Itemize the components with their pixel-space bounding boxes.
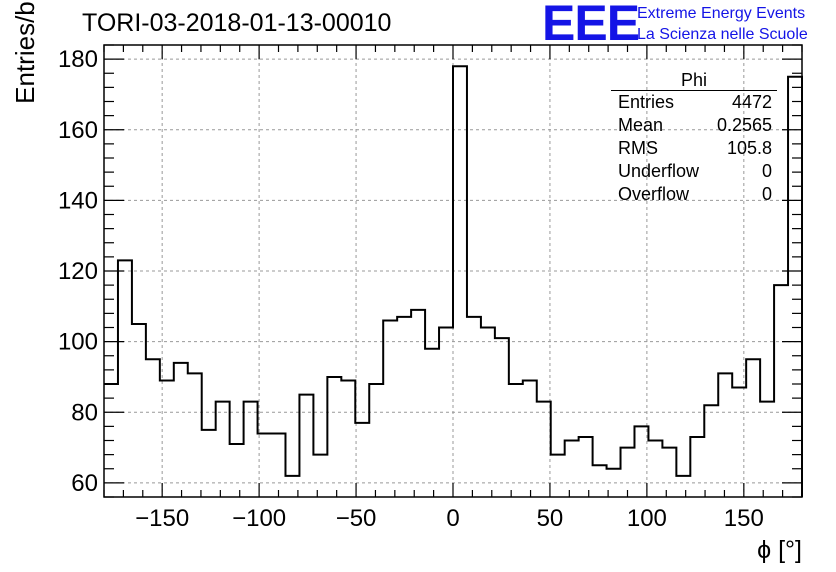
y-tick-label: 100 — [58, 329, 98, 356]
stats-value: 0 — [761, 184, 772, 204]
stats-value: 0.2565 — [716, 115, 772, 135]
y-tick-label: 80 — [71, 399, 98, 426]
stats-value: 105.8 — [726, 138, 772, 158]
axis-ticks — [103, 44, 803, 498]
x-tick-label: 100 — [627, 505, 667, 532]
stats-label: RMS — [618, 138, 658, 158]
stats-label: Overflow — [618, 184, 690, 204]
logo-line-1: Extreme Energy Events — [637, 5, 806, 22]
x-axis-label: ϕ [°] — [757, 536, 802, 564]
x-tick-label: 0 — [446, 505, 459, 532]
y-tick-label: 180 — [58, 46, 98, 73]
histogram-step-line — [104, 65, 803, 497]
eee-logo: EEE — [542, 0, 640, 51]
stats-row-mean: Mean 0.2565 — [611, 114, 777, 137]
stats-label: Mean — [618, 115, 664, 135]
y-tick-label: 140 — [58, 187, 98, 214]
stats-value: 0 — [761, 161, 772, 181]
y-tick-label: 60 — [71, 470, 98, 497]
stats-box: Phi Entries 4472 Mean 0.2565 RMS 105.8 U… — [611, 71, 777, 206]
x-tick-label: −100 — [232, 505, 286, 532]
chart-title: TORI-03-2018-01-13-00010 — [82, 9, 392, 37]
x-tick-label: −150 — [135, 505, 189, 532]
y-tick-label: 160 — [58, 117, 98, 144]
y-axis-label: Entries/bin — [10, 0, 40, 104]
x-tick-label: 150 — [724, 505, 764, 532]
stats-row-entries: Entries 4472 — [611, 91, 777, 114]
stats-value: 4472 — [731, 92, 772, 112]
stats-row-overflow: Overflow 0 — [611, 183, 777, 206]
stats-row-underflow: Underflow 0 — [611, 160, 777, 183]
tick-labels: −150 −100 −50 0 50 100 150 60 80 100 120 140 160 180 — [58, 46, 764, 532]
x-tick-label: −50 — [336, 505, 377, 532]
y-tick-label: 120 — [58, 258, 98, 285]
x-tick-label: 50 — [537, 505, 564, 532]
stats-title: Phi — [611, 71, 777, 91]
logo-line-2: La Scienza nelle Scuole — [637, 26, 808, 43]
stats-row-rms: RMS 105.8 — [611, 137, 777, 160]
stats-label: Underflow — [618, 161, 700, 181]
stats-label: Entries — [618, 92, 675, 112]
